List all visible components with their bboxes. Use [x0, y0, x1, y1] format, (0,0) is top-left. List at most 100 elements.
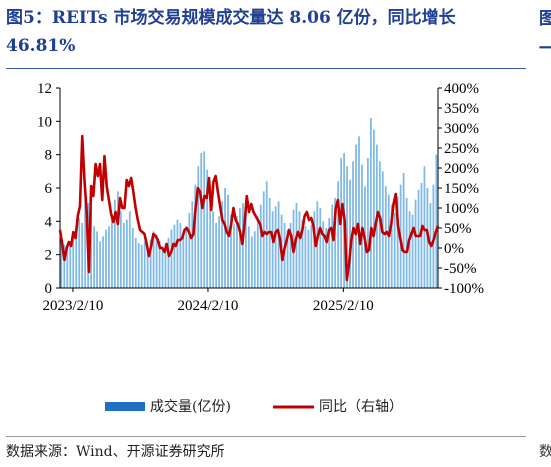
volume-bar: [164, 243, 167, 288]
volume-bar: [75, 228, 78, 288]
volume-bar: [230, 214, 232, 288]
volume-bar: [84, 199, 87, 288]
volume-bar: [307, 229, 310, 288]
volume-bar: [140, 244, 143, 288]
volume-bar: [200, 153, 203, 288]
volume-bar: [310, 224, 313, 288]
volume-bar: [262, 191, 265, 288]
right-axis-tick-label: 250%: [444, 141, 479, 157]
volume-bar: [128, 211, 131, 288]
volume-bar: [137, 243, 140, 288]
volume-bar: [295, 203, 298, 288]
volume-bar: [250, 236, 253, 288]
volume-bar: [435, 154, 438, 288]
volume-bar: [102, 236, 104, 288]
volume-bar: [247, 226, 250, 288]
volume-bar: [361, 164, 363, 288]
volume-bar: [111, 214, 113, 288]
left-axis-tick-label: 4: [45, 214, 53, 230]
volume-bar: [218, 216, 220, 288]
chart-legend: 成交量(亿份) 同比（右轴）: [105, 398, 403, 415]
volume-bar: [173, 224, 176, 288]
volume-bar: [158, 241, 161, 288]
right-axis-tick-label: 350%: [444, 101, 479, 117]
volume-bar: [414, 199, 417, 288]
volume-bar: [152, 231, 155, 288]
right-axis-tick-label: 0%: [444, 241, 464, 257]
volume-bar: [221, 201, 223, 288]
x-axis-tick-label: 2025/2/10: [313, 298, 374, 314]
volume-bar: [167, 238, 170, 288]
volume-bar: [355, 144, 357, 288]
volume-bar: [182, 231, 185, 288]
volume-bar: [209, 191, 212, 288]
volume-bar: [387, 194, 390, 288]
yoy-line-series: [58, 134, 440, 282]
volume-bar: [149, 239, 152, 288]
volume-bar: [188, 213, 191, 288]
volume-bar: [143, 241, 146, 288]
volume-bar: [331, 204, 334, 288]
volume-bar: [384, 186, 387, 288]
volume-bar: [405, 198, 408, 288]
volume-bar: [313, 211, 316, 288]
volume-bar: [176, 219, 179, 288]
right-axis-tick-label: 400%: [444, 81, 479, 97]
right-axis-tick-label: 150%: [444, 181, 479, 197]
right-axis-tick-label: 200%: [444, 161, 479, 177]
volume-bar: [81, 223, 84, 288]
volume-bar: [304, 226, 307, 288]
volume-bar: [328, 218, 331, 288]
volume-bar: [322, 221, 325, 288]
volume-bar: [119, 211, 122, 288]
volume-bar: [69, 241, 72, 288]
volume-bar: [402, 173, 405, 288]
left-axis-tick-label: 8: [45, 148, 53, 164]
volume-bar: [203, 151, 206, 288]
volume-bar: [325, 228, 328, 288]
volume-bar: [244, 211, 247, 288]
volume-bar: [131, 228, 134, 288]
volume-bar: [253, 231, 256, 288]
volume-bar: [358, 136, 360, 288]
volume-bar: [352, 161, 354, 288]
volume-bar: [319, 208, 322, 288]
right-axis-tick-label: 300%: [444, 121, 479, 137]
volume-bar: [134, 238, 137, 288]
volume-bar: [408, 211, 411, 288]
volume-bar: [161, 246, 164, 288]
volume-bar: [185, 226, 188, 288]
right-axis-tick-label: 100%: [444, 201, 479, 217]
data-source-note: 数据来源：Wind、开源证券研究所: [6, 444, 225, 460]
left-axis-tick-label: 12: [37, 81, 52, 97]
x-axis-tick-label: 2024/2/10: [178, 298, 239, 314]
reits-volume-chart: 0 2 4 6 8 10 12 -100% -50% 0% 50% 100% 150% 200% 250% 3…: [37, 81, 484, 314]
volume-bar: [122, 223, 125, 288]
volume-bar: [194, 184, 197, 288]
right-axis-tick-label: 50%: [444, 221, 472, 237]
volume-bar: [372, 129, 375, 288]
volume-bar: [411, 214, 414, 288]
volume-bar: [117, 191, 119, 288]
volume-bar: [170, 229, 173, 288]
x-axis-tick-label: 2023/2/10: [43, 298, 104, 314]
volume-bar: [90, 208, 92, 288]
volume-bar: [227, 194, 229, 288]
volume-bar: [105, 229, 107, 288]
volume-bar: [125, 219, 128, 288]
left-axis-tick-label: 2: [45, 248, 53, 264]
volume-bar: [390, 204, 393, 288]
volume-bar: [417, 189, 420, 288]
volume-bar: [93, 226, 95, 288]
cut-off-neighbor-title-glyph-2: 一: [539, 39, 551, 59]
volume-bar: [72, 236, 75, 288]
volume-bar: [60, 234, 63, 288]
volume-bar: [286, 229, 289, 288]
volume-bar: [277, 201, 280, 288]
legend-bar-label: 成交量(亿份): [150, 398, 231, 415]
volume-bar: [239, 208, 241, 288]
volume-bar: [268, 198, 271, 288]
left-axis-tick-label: 10: [37, 114, 52, 130]
legend-line-label: 同比（右轴）: [319, 399, 403, 415]
legend-bar-swatch: [105, 402, 145, 411]
